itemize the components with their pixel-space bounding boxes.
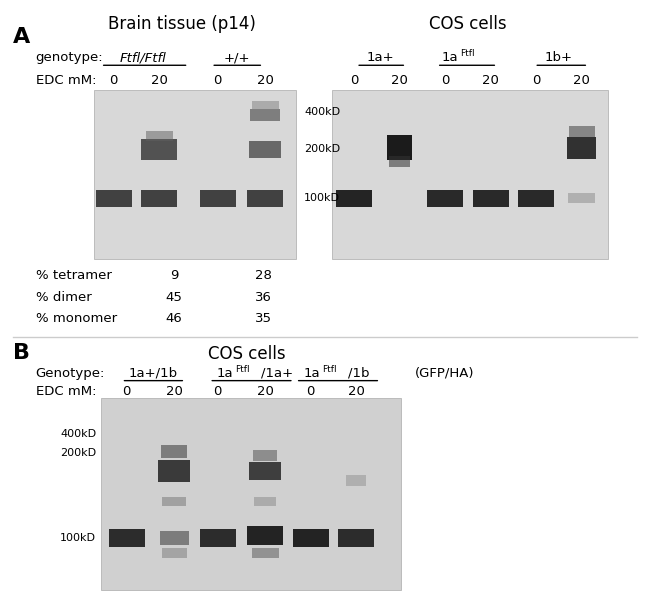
Text: Ftfl: Ftfl <box>460 49 474 58</box>
Text: genotype:: genotype: <box>36 51 103 65</box>
Text: 0: 0 <box>441 74 449 87</box>
Bar <box>252 548 279 558</box>
Text: 20: 20 <box>257 74 274 87</box>
Text: /1a+: /1a+ <box>261 367 293 380</box>
Text: 20: 20 <box>257 385 274 398</box>
Bar <box>346 475 366 486</box>
Text: % dimer: % dimer <box>36 290 92 304</box>
Bar <box>109 529 144 547</box>
Text: 35: 35 <box>255 312 272 325</box>
Bar <box>162 548 187 558</box>
Bar <box>567 137 597 159</box>
Bar <box>568 193 595 203</box>
Text: % tetramer: % tetramer <box>36 269 112 282</box>
Bar <box>254 497 276 506</box>
Bar <box>389 156 410 167</box>
Text: 0: 0 <box>123 385 131 398</box>
Bar <box>332 90 608 259</box>
Text: 1a+: 1a+ <box>367 51 394 65</box>
Bar <box>250 462 281 480</box>
Text: 200kD: 200kD <box>60 448 96 458</box>
Text: EDC mM:: EDC mM: <box>36 74 96 87</box>
Bar <box>200 529 235 547</box>
Bar <box>428 190 463 207</box>
Text: 28: 28 <box>255 269 272 282</box>
Bar <box>94 90 296 259</box>
Text: 20: 20 <box>482 74 499 87</box>
Text: 0: 0 <box>532 74 540 87</box>
Text: 100kD: 100kD <box>60 533 96 543</box>
Text: 20: 20 <box>391 74 408 87</box>
Bar <box>247 190 283 207</box>
Text: B: B <box>13 343 30 363</box>
Bar <box>96 190 131 207</box>
Bar <box>569 126 595 137</box>
Bar <box>142 190 177 207</box>
Text: /1b: /1b <box>348 367 370 380</box>
Bar <box>387 135 412 160</box>
Text: 200kD: 200kD <box>304 145 341 154</box>
Text: 9: 9 <box>170 269 178 282</box>
Bar <box>160 531 188 545</box>
Bar <box>337 190 372 207</box>
Text: Ftfl: Ftfl <box>235 365 250 373</box>
Bar <box>247 526 283 545</box>
Text: % monomer: % monomer <box>36 312 117 325</box>
Text: A: A <box>13 27 31 48</box>
Text: 20: 20 <box>166 385 183 398</box>
Bar <box>162 497 187 506</box>
Text: 0: 0 <box>214 385 222 398</box>
Bar <box>253 450 278 461</box>
Text: 100kD: 100kD <box>304 193 340 203</box>
Text: 20: 20 <box>151 74 168 87</box>
Text: 1a: 1a <box>303 367 320 380</box>
Text: +/+: +/+ <box>224 51 250 65</box>
Text: 36: 36 <box>255 290 272 304</box>
Text: 45: 45 <box>166 290 183 304</box>
Bar <box>101 398 401 590</box>
Text: 0: 0 <box>214 74 222 87</box>
Text: 20: 20 <box>573 74 590 87</box>
Text: 0: 0 <box>307 385 315 398</box>
Bar <box>519 190 554 207</box>
Text: 400kD: 400kD <box>304 107 341 117</box>
Text: Ftfl: Ftfl <box>322 365 337 373</box>
Text: Genotype:: Genotype: <box>36 367 105 380</box>
Text: 46: 46 <box>166 312 183 325</box>
Bar <box>146 131 173 141</box>
Bar <box>159 460 190 482</box>
Text: 0: 0 <box>110 74 118 87</box>
Text: 400kD: 400kD <box>60 429 96 439</box>
Text: EDC mM:: EDC mM: <box>36 385 96 398</box>
Text: (GFP/HA): (GFP/HA) <box>415 367 474 380</box>
Text: COS cells: COS cells <box>208 345 286 363</box>
Text: Brain tissue (p14): Brain tissue (p14) <box>108 15 256 34</box>
Text: 1a+/1b: 1a+/1b <box>128 367 177 380</box>
Bar <box>200 190 235 207</box>
Text: 0: 0 <box>350 74 358 87</box>
Bar <box>161 445 187 458</box>
Bar <box>142 139 177 160</box>
Bar <box>292 529 328 547</box>
Text: 20: 20 <box>348 385 365 398</box>
Text: 1b+: 1b+ <box>545 51 573 65</box>
Text: Ftfl/Ftfl: Ftfl/Ftfl <box>120 51 166 65</box>
Bar <box>250 109 280 121</box>
Bar <box>252 101 279 110</box>
Text: 1a: 1a <box>216 367 233 380</box>
Text: COS cells: COS cells <box>429 15 507 34</box>
Bar <box>473 190 508 207</box>
Text: 1a: 1a <box>441 51 458 65</box>
Bar <box>339 529 374 547</box>
Bar <box>249 141 281 158</box>
